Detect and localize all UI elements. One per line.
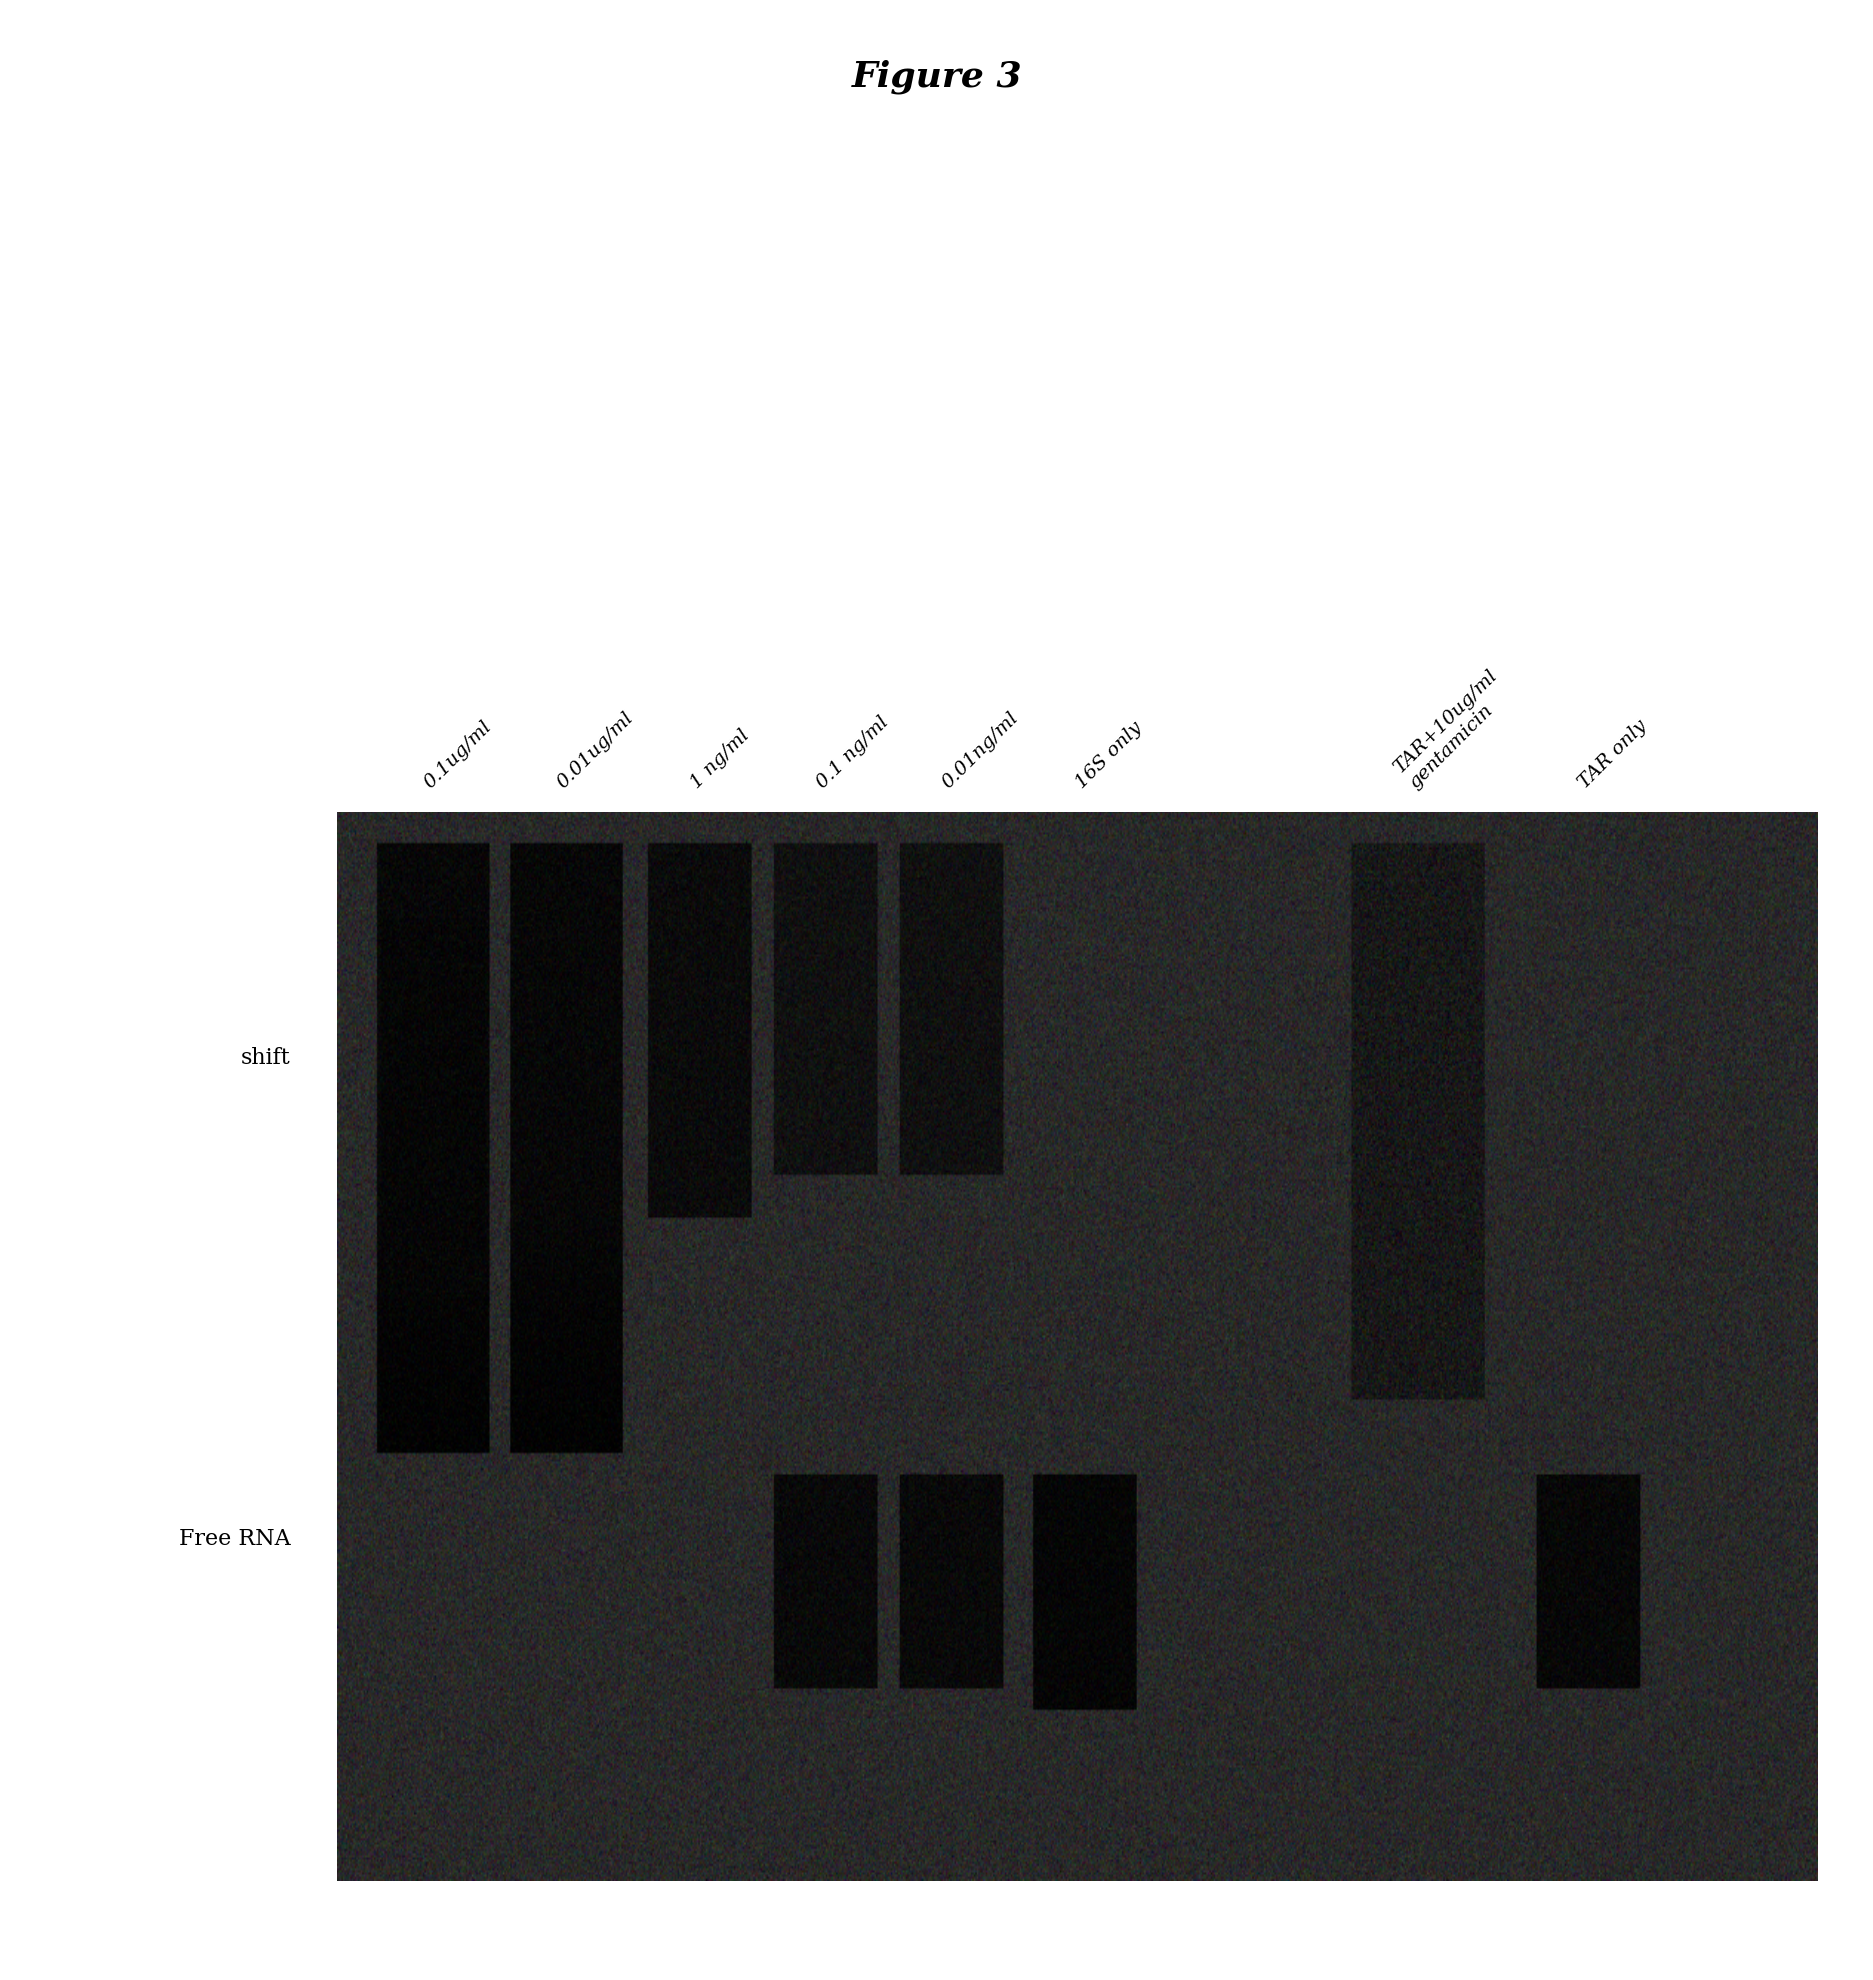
Text: 1 ng/ml: 1 ng/ml xyxy=(687,727,753,792)
Text: TAR only: TAR only xyxy=(1575,717,1650,792)
Text: Free RNA: Free RNA xyxy=(178,1529,290,1550)
Text: TAR+10ug/ml
gentamicin: TAR+10ug/ml gentamicin xyxy=(1390,667,1515,792)
Text: 0.01ng/ml: 0.01ng/ml xyxy=(938,709,1021,792)
Text: 0.1 ng/ml: 0.1 ng/ml xyxy=(813,713,892,792)
Text: shift: shift xyxy=(240,1047,290,1069)
Text: 0.1ug/ml: 0.1ug/ml xyxy=(421,717,494,792)
Text: 0.01ug/ml: 0.01ug/ml xyxy=(554,709,637,792)
Text: 16S only: 16S only xyxy=(1071,719,1144,792)
Text: Figure 3: Figure 3 xyxy=(850,59,1023,93)
